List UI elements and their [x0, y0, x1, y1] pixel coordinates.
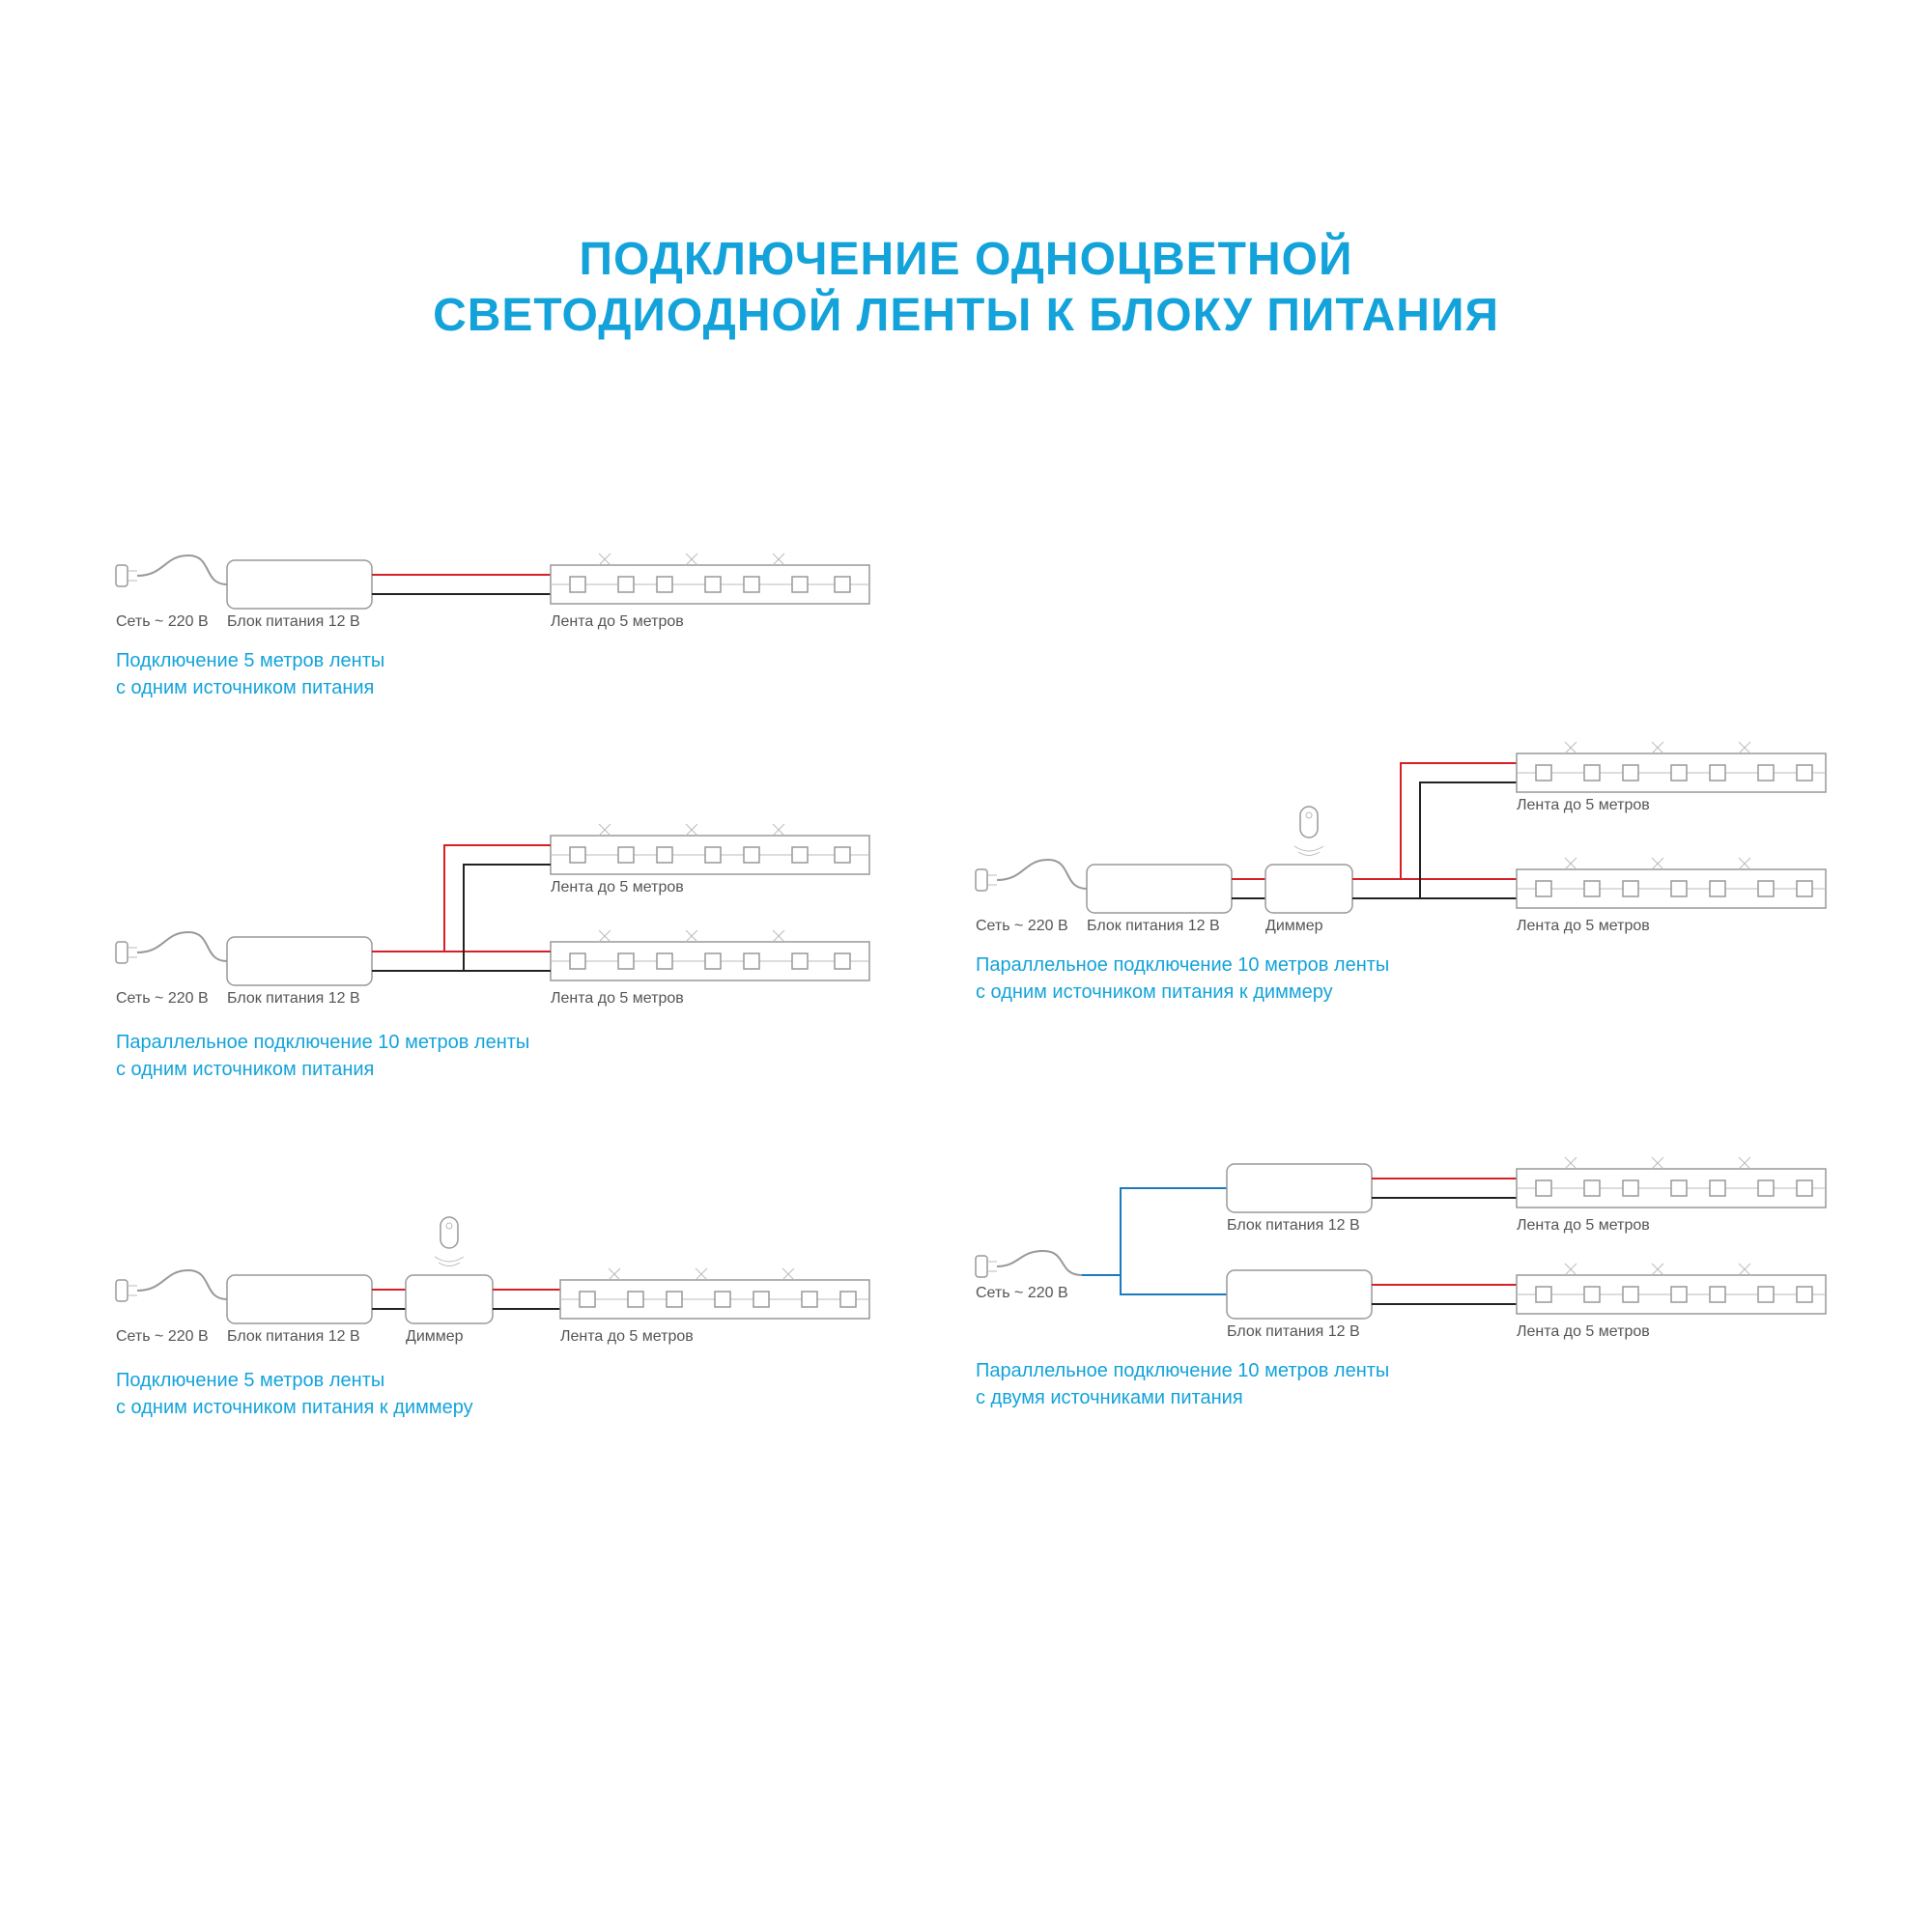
- plug-icon: [976, 860, 1087, 891]
- plug-icon: [976, 1251, 1082, 1277]
- label-strip: Лента до 5 метров: [551, 613, 684, 631]
- plug-icon: [116, 555, 227, 586]
- page-title: ПОДКЛЮЧЕНИЕ ОДНОЦВЕТНОЙ СВЕТОДИОДНОЙ ЛЕН…: [0, 232, 1932, 343]
- title-line-1: ПОДКЛЮЧЕНИЕ ОДНОЦВЕТНОЙ: [580, 234, 1353, 285]
- psu-top-box: [1227, 1164, 1372, 1212]
- label-strip-bottom: Лента до 5 метров: [1517, 1323, 1650, 1341]
- label-dimmer: Диммер: [406, 1328, 464, 1346]
- diagram-4: Сеть ~ 220 В Блок питания 12 В Диммер Ле…: [976, 734, 1826, 1063]
- label-psu: Блок питания 12 В: [1087, 918, 1220, 935]
- plug-icon: [116, 932, 227, 963]
- dimmer-box: [406, 1275, 493, 1323]
- caption: Подключение 5 метров ленты с одним источ…: [116, 1367, 473, 1421]
- psu-box: [227, 937, 372, 985]
- label-psu-bottom: Блок питания 12 В: [1227, 1323, 1360, 1341]
- label-strip-top: Лента до 5 метров: [1517, 797, 1650, 814]
- psu-box: [1087, 865, 1232, 913]
- label-psu: Блок питания 12 В: [227, 1328, 360, 1346]
- led-strip-top: [1517, 742, 1826, 792]
- remote-icon: [1294, 807, 1323, 856]
- dimmer-box: [1265, 865, 1352, 913]
- led-strip-top: [1517, 1157, 1826, 1208]
- led-strip-bottom: [551, 930, 869, 980]
- led-strip-bottom: [1517, 858, 1826, 908]
- caption: Подключение 5 метров ленты с одним источ…: [116, 647, 384, 701]
- label-mains: Сеть ~ 220 В: [116, 990, 209, 1008]
- label-mains: Сеть ~ 220 В: [116, 613, 209, 631]
- label-dimmer: Диммер: [1265, 918, 1323, 935]
- label-strip-bottom: Лента до 5 метров: [1517, 918, 1650, 935]
- title-line-2: СВЕТОДИОДНОЙ ЛЕНТЫ К БЛОКУ ПИТАНИЯ: [433, 290, 1499, 341]
- label-strip-bottom: Лента до 5 метров: [551, 990, 684, 1008]
- caption: Параллельное подключение 10 метров ленты…: [116, 1029, 529, 1083]
- label-strip-top: Лента до 5 метров: [551, 879, 684, 896]
- psu-box: [227, 560, 372, 609]
- psu-box: [227, 1275, 372, 1323]
- diagram-1: Сеть ~ 220 В Блок питания 12 В Лента до …: [116, 536, 869, 691]
- label-mains: Сеть ~ 220 В: [976, 1285, 1068, 1302]
- psu-bottom-box: [1227, 1270, 1372, 1319]
- caption: Параллельное подключение 10 метров ленты…: [976, 1357, 1389, 1411]
- label-psu: Блок питания 12 В: [227, 613, 360, 631]
- label-strip-top: Лента до 5 метров: [1517, 1217, 1650, 1235]
- led-strip-top: [551, 824, 869, 874]
- label-psu: Блок питания 12 В: [227, 990, 360, 1008]
- caption: Параллельное подключение 10 метров ленты…: [976, 952, 1389, 1006]
- label-mains: Сеть ~ 220 В: [976, 918, 1068, 935]
- plug-icon: [116, 1270, 227, 1301]
- led-strip-bottom: [1517, 1264, 1826, 1314]
- remote-icon: [435, 1217, 464, 1266]
- diagram-5: Сеть ~ 220 В Блок питания 12 В Блок пита…: [976, 1140, 1826, 1488]
- label-strip: Лента до 5 метров: [560, 1328, 694, 1346]
- led-strip: [551, 554, 869, 604]
- label-mains: Сеть ~ 220 В: [116, 1328, 209, 1346]
- led-strip: [560, 1268, 869, 1319]
- diagram-3: Сеть ~ 220 В Блок питания 12 В Диммер Ле…: [116, 1203, 869, 1454]
- label-psu-top: Блок питания 12 В: [1227, 1217, 1360, 1235]
- diagram-2: Сеть ~ 220 В Блок питания 12 В Лента до …: [116, 811, 869, 1121]
